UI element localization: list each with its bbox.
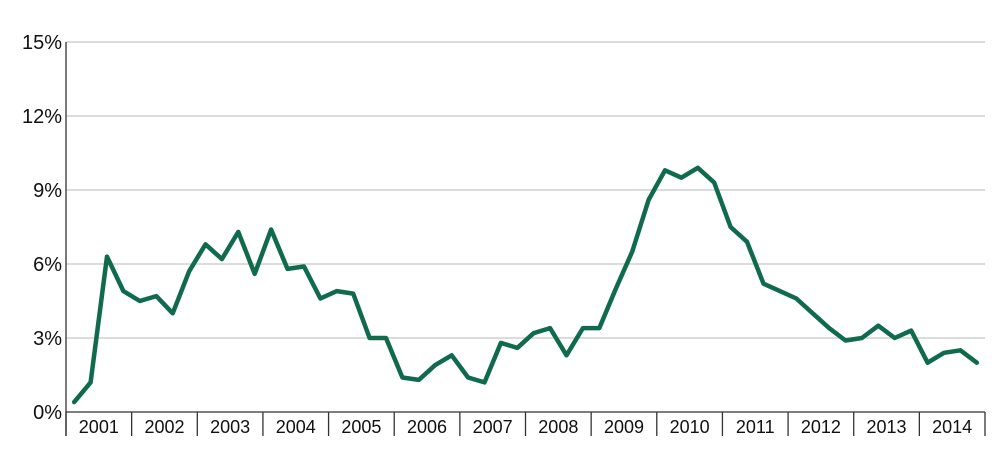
series-group [71,165,980,405]
y-tick-label: 3% [33,328,62,350]
x-axis: 2001 2002 2003 2004 2005 2006 2007 2008 2009 2010… [65,411,986,437]
x-tick-label: 2005 [341,417,381,437]
x-tick-label: 2011 [736,417,775,437]
x-tick-label: 2012 [801,417,841,437]
x-tick-label: 2004 [276,417,316,437]
x-tick-label: 2002 [144,417,184,437]
x-tick-label: 2003 [210,417,250,437]
x-tick-label: 2001 [79,417,119,437]
grid [66,41,985,339]
y-tick-label: 15% [22,32,62,54]
y-axis: 0% 3% 6% 9% 12% 15% [22,32,67,436]
y-tick-label: 9% [33,180,62,202]
x-tick-label: 2010 [670,417,710,437]
x-tick-label: 2014 [932,417,972,437]
y-tick-label: 12% [22,106,62,128]
x-tick-label: 2013 [867,417,907,437]
y-tick-label: 6% [33,254,62,276]
x-tick-label: 2008 [538,417,578,437]
series-line [71,165,980,405]
x-tick-label: 2007 [473,417,513,437]
x-tick-label: 2009 [604,417,644,437]
x-tick-label: 2006 [407,417,447,437]
y-tick-label: 0% [33,402,62,424]
